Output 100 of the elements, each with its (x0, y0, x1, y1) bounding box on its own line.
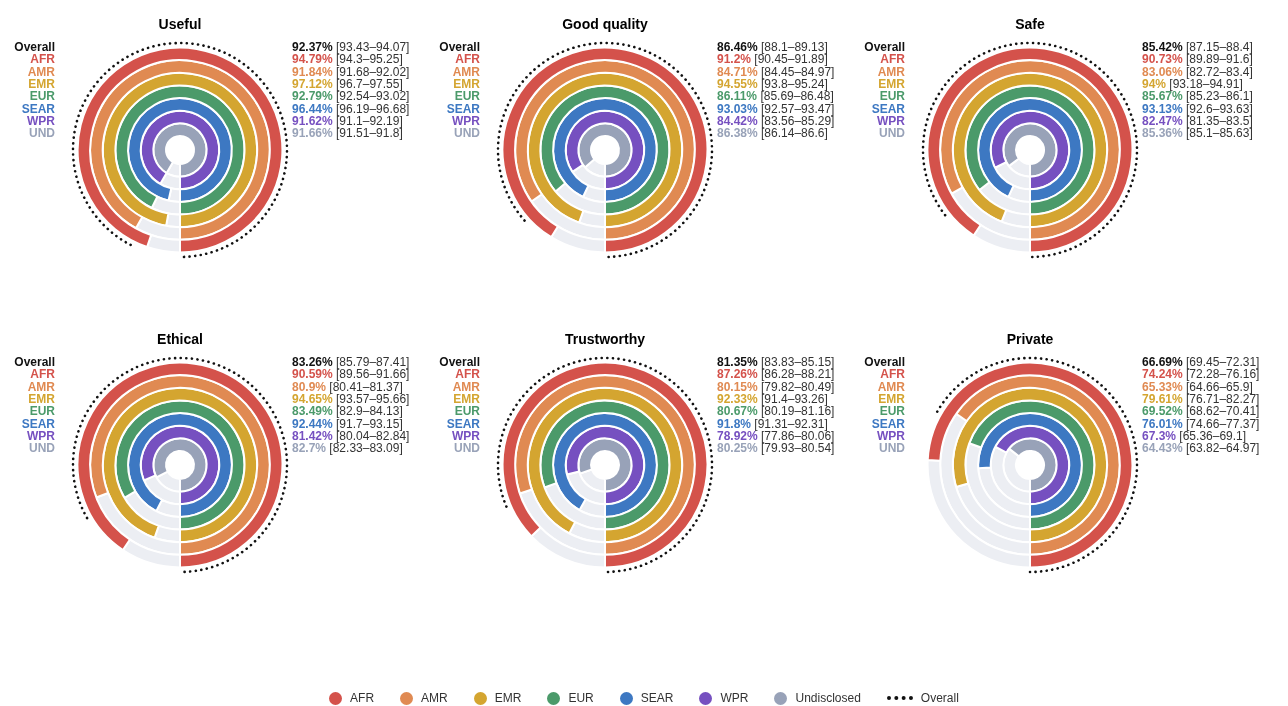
text: WPR (452, 428, 480, 443)
text: UND (454, 441, 480, 456)
data-label: 94.79% [94.3–95.25] (292, 52, 403, 67)
category-label: Useful (158, 16, 202, 32)
text: WPR (877, 428, 905, 443)
text: EUR (879, 404, 905, 419)
data-label: 90.73% [89.89–91.6] (1142, 52, 1253, 67)
text: AMR (877, 64, 905, 79)
text: SEAR (871, 416, 905, 431)
text: EUR (29, 89, 55, 104)
data-label: 80.25% [79.93–80.54] (717, 441, 835, 456)
text: AMR (27, 379, 55, 394)
data-label: 64.43% [63.82–64.97] (1142, 441, 1260, 456)
data-label: 97.12% [96.7–97.55] (292, 76, 403, 91)
data-label: 83.26% [85.79–87.41] (292, 355, 410, 369)
text: WPR (452, 113, 480, 128)
text: SEAR (871, 101, 905, 116)
category-label: Trustworthy (564, 331, 646, 347)
text: EMR (453, 391, 480, 406)
legend-label: AMR (421, 691, 448, 705)
data-label: 83.49% [82.9–84.13] (292, 404, 403, 419)
data-label: 93.13% [92.6–93.63] (1142, 101, 1253, 116)
legend-label: EMR (494, 691, 522, 705)
legend-label: EUR (568, 691, 594, 705)
legend-label: SEAR (640, 691, 674, 705)
data-label: 94.55% [93.8–95.24] (717, 76, 828, 91)
text: EUR (879, 89, 905, 104)
text: AFR (880, 52, 905, 67)
data-label: 80.9% [80.41–81.37] (292, 379, 403, 394)
data-label: 90.59% [89.56–91.66] (292, 367, 410, 382)
data-label: 92.44% [91.7–93.15] (292, 416, 403, 431)
text: UND (29, 126, 55, 141)
data-label: 92.33% [91.4–93.26] (717, 391, 828, 406)
data-label: 94% [93.18–94.91] (1142, 76, 1243, 91)
data-label: 76.01% [74.66–77.37] (1142, 416, 1260, 431)
data-label: 83.06% [82.72–83.4] (1142, 64, 1253, 79)
text: SEAR (446, 416, 480, 431)
text: Overall (14, 355, 55, 369)
data-label: 91.8% [91.31–92.31] (717, 416, 828, 431)
data-label: 69.52% [68.62–70.41] (1142, 404, 1260, 419)
text: AMR (452, 379, 480, 394)
data-label: 66.69% [69.45–72.31] (1142, 355, 1260, 369)
text: SEAR (446, 101, 480, 116)
text: EMR (28, 391, 55, 406)
text: EMR (28, 76, 55, 91)
text: EUR (454, 89, 480, 104)
text: AFR (880, 367, 905, 382)
text: Overall (439, 355, 480, 369)
legend-label: AFR (350, 691, 375, 705)
data-label: 67.3% [65.36–69.1] (1142, 428, 1247, 443)
data-label: 85.36% [85.1–85.63] (1142, 126, 1253, 141)
data-label: 86.38% [86.14–86.6] (717, 126, 828, 141)
category-label: Ethical (157, 331, 203, 347)
legend-label: Overall (920, 691, 959, 705)
data-label: 96.44% [96.19–96.68] (292, 101, 410, 116)
data-label: 87.26% [86.28–88.21] (717, 367, 835, 382)
text: WPR (877, 113, 905, 128)
data-label: 91.84% [91.68–92.02] (292, 64, 410, 79)
data-label: 86.11% [85.69–86.48] (717, 89, 834, 104)
text: EMR (878, 76, 905, 91)
category-label: Private (1006, 331, 1054, 347)
text: AMR (452, 64, 480, 79)
text: AFR (455, 367, 480, 382)
text: AFR (30, 367, 55, 382)
text: EMR (878, 391, 905, 406)
text: UND (879, 126, 905, 141)
data-label: 91.62% [91.1–92.19] (292, 113, 403, 128)
text: AFR (455, 52, 480, 67)
data-label: 65.33% [64.66–65.9] (1142, 379, 1253, 394)
data-label: 85.67% [85.23–86.1] (1142, 89, 1253, 104)
text: EUR (29, 404, 55, 419)
legend-label: WPR (720, 691, 749, 705)
text: AMR (27, 64, 55, 79)
data-label: 86.46% [88.1–89.13] (717, 40, 828, 54)
data-label: 81.35% [83.83–85.15] (717, 355, 835, 369)
data-label: 82.7% [82.33–83.09] (292, 441, 403, 456)
data-label: 91.2% [90.45–91.89] (717, 52, 828, 67)
data-label: 91.66% [91.51–91.8] (292, 126, 403, 141)
text: UND (454, 126, 480, 141)
category-label: Good quality (562, 16, 648, 32)
text: UND (29, 441, 55, 456)
text: SEAR (21, 416, 55, 431)
text: AMR (877, 379, 905, 394)
text: Overall (439, 40, 480, 54)
data-label: 80.67% [80.19–81.16] (717, 404, 835, 419)
text: EUR (454, 404, 480, 419)
text: EMR (453, 76, 480, 91)
data-label: 92.79% [92.54–93.02] (292, 89, 410, 104)
data-label: 85.42% [87.15–88.4] (1142, 40, 1253, 54)
text: Overall (14, 40, 55, 54)
text: UND (879, 441, 905, 456)
text: Overall (864, 40, 905, 54)
category-label: Safe (1015, 16, 1045, 32)
text: WPR (27, 113, 55, 128)
data-label: 92.37% [93.43–94.07] (292, 40, 410, 54)
legend-label: Undisclosed (795, 691, 861, 705)
data-label: 80.15% [79.82–80.49] (717, 379, 835, 394)
text: SEAR (21, 101, 55, 116)
data-label: 74.24% [72.28–76.16] (1142, 367, 1260, 382)
data-label: 93.03% [92.57–93.47] (717, 101, 835, 116)
